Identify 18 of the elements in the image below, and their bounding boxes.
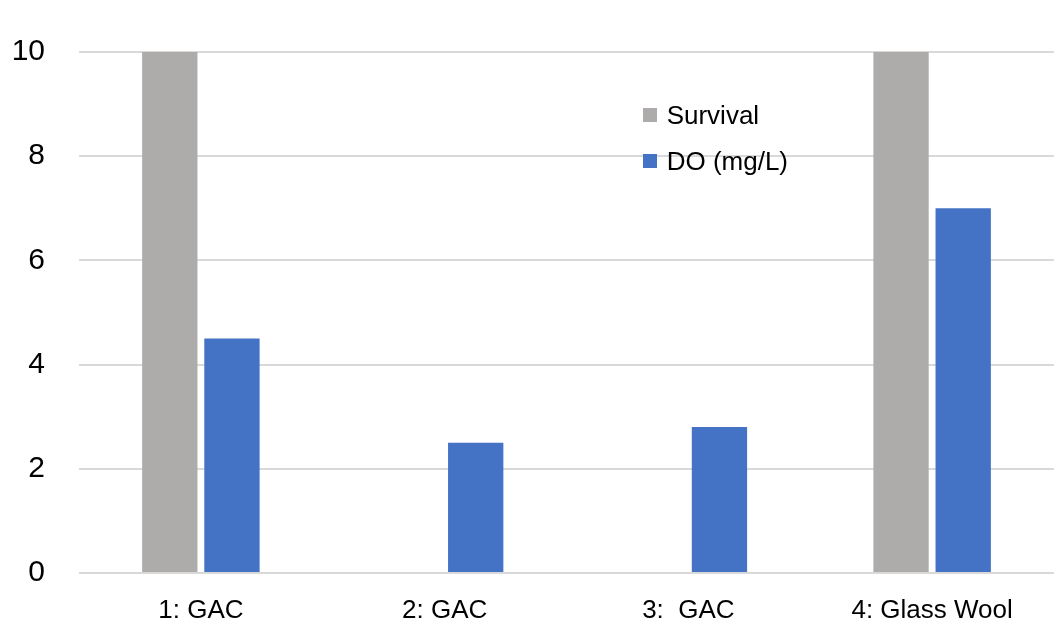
x-tick-label: 3: GAC [642,593,735,624]
bar [142,52,198,572]
x-tick-label: 1: GAC [158,593,244,624]
y-tick-label: 4 [28,345,45,379]
y-tick-label: 6 [28,241,45,275]
y-tick-label: 10 [11,33,45,67]
legend-label: Survival [666,99,760,131]
bar [448,442,504,572]
bar [935,208,991,572]
y-tick-label: 0 [28,554,45,588]
bar [691,427,748,572]
y-tick-label: 2 [28,450,45,484]
legend-label: DO (mg/L) [666,145,788,177]
bar [873,52,929,572]
x-tick-label: 2: GAC [402,593,488,624]
x-tick-label: 4: Glass Wool [851,593,1013,624]
y-tick-label: 8 [28,137,45,171]
bar [204,338,260,572]
